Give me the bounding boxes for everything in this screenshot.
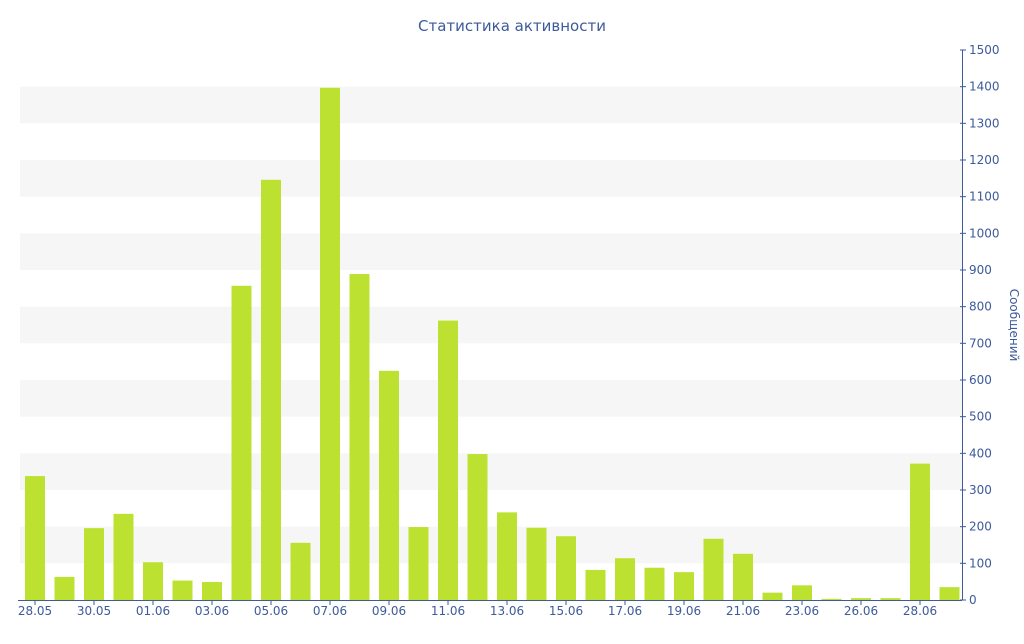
y-axis-label: Сообщений [1007, 289, 1021, 362]
bar [615, 558, 635, 600]
y-axis-ticks: 0 100 200 300 400 500 600 700 800 900 1000 1100 1200… [960, 43, 1000, 607]
x-tick-label: 28.06 [903, 604, 937, 618]
x-tick-label: 09.06 [372, 604, 406, 618]
bar [349, 274, 370, 600]
y-tick-label: 500 [969, 410, 992, 424]
x-tick-label: 01.06 [136, 604, 170, 618]
y-tick-label: 1400 [969, 80, 1000, 94]
bar [231, 285, 252, 600]
bar [261, 179, 281, 601]
y-tick-label: 1200 [969, 153, 1000, 167]
y-tick-label: 400 [969, 446, 992, 460]
x-tick-label: 05.06 [254, 604, 288, 618]
x-tick-label: 30.05 [77, 604, 111, 618]
bar [556, 536, 576, 600]
axes [18, 50, 963, 601]
bar [290, 542, 311, 600]
y-tick-label: 300 [969, 483, 992, 497]
x-tick-label: 26.06 [844, 604, 878, 618]
bar [379, 370, 399, 600]
grid-band [20, 380, 962, 417]
x-tick-label: 07.06 [313, 604, 347, 618]
bar [821, 598, 842, 600]
bar [202, 582, 222, 600]
grid-band [20, 160, 962, 197]
grid-bands [20, 86, 962, 564]
x-tick-label: 17.06 [608, 604, 642, 618]
bars [25, 87, 960, 601]
bar [438, 320, 458, 600]
y-tick-label: 0 [969, 593, 977, 607]
bar [408, 527, 429, 600]
bar [497, 512, 517, 600]
x-tick-label: 28.05 [18, 604, 52, 618]
x-tick-label: 03.06 [195, 604, 229, 618]
bar [792, 585, 812, 600]
grid-band [20, 86, 962, 124]
bar [25, 476, 45, 600]
x-tick-label: 21.06 [726, 604, 760, 618]
grid-band [20, 306, 962, 344]
bar [467, 454, 488, 600]
bar [84, 528, 104, 600]
bar [939, 587, 960, 600]
bar [880, 598, 901, 600]
grid-band [20, 233, 962, 270]
bar [54, 576, 75, 600]
bar [644, 567, 665, 600]
y-tick-label: 1300 [969, 116, 1000, 130]
bar [674, 572, 694, 600]
x-tick-label: 13.06 [490, 604, 524, 618]
bar [320, 87, 340, 601]
x-axis-ticks: 28.05 30.05 01.06 03.06 05.06 07.06 09.06 11.06… [18, 600, 937, 618]
bar [526, 527, 547, 600]
y-tick-label: 700 [969, 336, 992, 350]
x-tick-label: 19.06 [667, 604, 701, 618]
bar [762, 592, 783, 600]
chart-title: Статистика активности [418, 17, 606, 35]
y-tick-label: 1000 [969, 226, 1000, 240]
x-tick-label: 23.06 [785, 604, 819, 618]
y-tick-label: 800 [969, 300, 992, 314]
y-tick-label: 1500 [969, 43, 1000, 57]
bar [851, 598, 871, 600]
x-tick-label: 11.06 [431, 604, 465, 618]
bar [172, 580, 193, 600]
grid-band [20, 453, 962, 490]
y-tick-label: 1100 [969, 190, 1000, 204]
bar [143, 562, 163, 600]
grid-band [20, 526, 962, 564]
y-tick-label: 900 [969, 263, 992, 277]
bar [733, 553, 753, 600]
y-tick-label: 200 [969, 520, 992, 534]
y-tick-label: 600 [969, 373, 992, 387]
bar [113, 513, 134, 600]
x-tick-label: 15.06 [549, 604, 583, 618]
bar [585, 569, 606, 600]
y-tick-label: 100 [969, 556, 992, 570]
bar [910, 463, 930, 600]
bar [703, 538, 724, 600]
